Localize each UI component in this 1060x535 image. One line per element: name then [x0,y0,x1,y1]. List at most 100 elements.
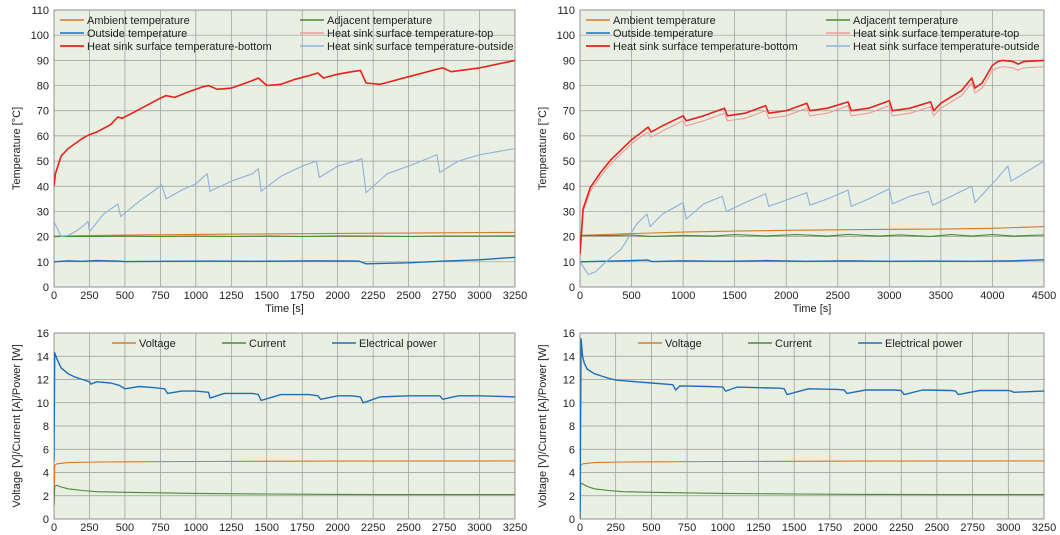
x-tick-label: 1000 [184,290,208,302]
x-tick-label: 250 [80,522,98,534]
x-tick-label: 3250 [1032,522,1056,534]
y-tick-label: 60 [563,131,575,143]
series-line-1 [54,235,515,238]
chart-bottom-right: 0 250 500 750 1000 1250 1500 1750 2000 2250 2500 27… [537,328,1056,534]
y-tick-label: 10 [563,398,575,410]
series-line-0 [54,231,515,237]
y-tick-label: 6 [569,444,575,456]
x-tick-label: 2250 [361,290,385,302]
x-tick-label: 1500 [722,290,746,302]
series-line-0 [580,460,1044,519]
x-tick-label: 1000 [671,290,695,302]
x-tick-label: 3000 [467,522,491,534]
y-tick-label: 14 [37,351,49,363]
x-tick-label: 2750 [960,522,984,534]
legend-label: Outside temperature [613,28,713,40]
series-line-0 [54,460,515,508]
y-axis-label: Voltage [V]/Current [A]/Power [W] [11,344,23,507]
x-tick-label: 2500 [396,522,420,534]
series-line-5 [54,147,515,238]
x-tick-label: 750 [151,522,169,534]
y-tick-label: 90 [563,55,575,67]
y-tick-label: 16 [37,328,49,340]
x-tick-label: 1250 [219,522,243,534]
y-tick-label: 2 [569,491,575,503]
y-tick-label: 70 [37,106,49,118]
x-tick-label: 750 [678,522,696,534]
x-tick-label: 0 [577,290,583,302]
y-tick-label: 20 [37,232,49,244]
y-axis-label: Temperature [°C] [537,107,549,190]
series-line-1 [54,484,515,506]
legend-label: Adjacent temperature [853,15,958,27]
x-axis-label: Time [s] [793,303,832,315]
series-lines [54,59,515,265]
x-tick-label: 2250 [361,522,385,534]
y-tick-label: 0 [569,282,575,294]
chart-bottom-left: 0 250 500 750 1000 1250 1500 1750 2000 2250 2500 27… [11,328,527,534]
y-tick-label: 0 [43,514,49,526]
series-line-2 [580,259,1044,263]
legend-label: Heat sink surface temperature-bottom [87,41,272,53]
x-tick-label: 2750 [432,522,456,534]
y-tick-label: 4 [43,468,49,480]
x-tick-label: 1000 [711,522,735,534]
x-tick-label: 3000 [996,522,1020,534]
series-lines [580,338,1044,519]
x-tick-label: 2500 [925,522,949,534]
x-tick-label: 2500 [396,290,420,302]
x-tick-label: 2500 [826,290,850,302]
y-tick-label: 2 [43,491,49,503]
x-tick-label: 3250 [503,522,527,534]
x-tick-label: 500 [642,522,660,534]
y-tick-label: 10 [37,257,49,269]
y-tick-label: 40 [563,181,575,193]
legend-label: Current [775,338,812,350]
y-tick-label: 14 [563,351,575,363]
y-tick-label: 110 [557,5,575,17]
y-tick-label: 100 [31,30,49,42]
x-tick-label: 0 [577,522,583,534]
legend-label: Electrical power [359,338,437,350]
legend-label: Heat sink surface temperature-outside [853,41,1039,53]
x-tick-label: 1750 [290,522,314,534]
y-tick-label: 10 [37,398,49,410]
y-tick-label: 70 [563,106,575,118]
chart-top-right: 0 500 1000 1500 2000 2500 3000 3500 4000 4500 0 10 2… [537,5,1056,315]
x-tick-label: 2000 [774,290,798,302]
series-line-1 [580,482,1044,519]
legend-label: Heat sink surface temperature-top [327,28,493,40]
y-tick-label: 8 [569,421,575,433]
x-tick-label: 1250 [219,290,243,302]
x-tick-label: 3000 [877,290,901,302]
legend-label: Ambient temperature [87,15,190,27]
series-line-2 [580,338,1044,519]
y-tick-label: 16 [563,328,575,340]
x-tick-label: 1750 [290,290,314,302]
series-line-5 [580,160,1044,275]
y-axis-label: Temperature [°C] [11,107,23,190]
plot-area [54,10,515,287]
series-line-1 [580,233,1044,237]
x-tick-label: 4000 [980,290,1004,302]
series-lines [580,59,1044,275]
x-tick-label: 1500 [255,522,279,534]
x-tick-label: 500 [116,290,134,302]
x-tick-label: 1250 [746,522,770,534]
x-tick-label: 1750 [818,522,842,534]
x-tick-label: 3500 [929,290,953,302]
series-line-0 [580,226,1044,236]
y-tick-label: 50 [37,156,49,168]
y-tick-label: 90 [37,55,49,67]
series-line-3 [580,66,1044,257]
legend-label: Heat sink surface temperature-top [853,28,1019,40]
y-tick-label: 0 [569,514,575,526]
plot-frame [579,9,1045,288]
x-tick-label: 2000 [325,290,349,302]
y-tick-label: 100 [557,30,575,42]
legend-label: Heat sink surface temperature-outside [327,41,513,53]
y-tick-label: 4 [569,468,575,480]
x-tick-label: 1000 [184,522,208,534]
y-tick-label: 6 [43,444,49,456]
